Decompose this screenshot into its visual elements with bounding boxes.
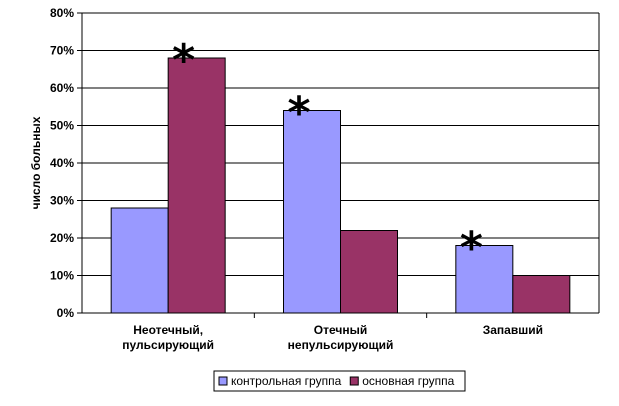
y-axis-title: число больных: [29, 116, 43, 209]
legend-box: [213, 370, 466, 392]
y-tick-label: 30%: [50, 194, 74, 208]
x-category-label: пульсирующий: [122, 338, 214, 352]
y-tick-label: 40%: [50, 156, 74, 170]
legend: контрольная группа основная группа: [213, 370, 466, 392]
x-category-label: Запавший: [483, 323, 543, 337]
y-tick-label: 60%: [50, 81, 74, 95]
y-tick-label: 10%: [50, 269, 74, 283]
significance-asterisk: *: [287, 88, 310, 139]
bar-main-0: [167, 57, 226, 314]
legend-label: основная группа: [362, 374, 454, 388]
legend-swatch: [349, 376, 359, 386]
y-tick-label: 20%: [50, 231, 74, 245]
y-tick-label: 80%: [50, 6, 74, 20]
bar-control-2: [455, 245, 514, 314]
label-layer: 0% 10% 20% 30% 40% 50% 60% 70% 80% Неотечный,пуль…: [29, 6, 543, 352]
bar-layer: [110, 57, 571, 314]
bar-control-1: [283, 110, 341, 314]
bar-main-1: [340, 230, 398, 314]
x-category-label: непульсирующий: [288, 338, 394, 352]
x-category-label: Неотечный,: [133, 323, 203, 337]
bar-main-2: [512, 275, 571, 314]
y-tick-label: 50%: [50, 119, 74, 133]
y-tick-label: 0%: [57, 306, 75, 320]
legend-label: контрольная группа: [231, 374, 342, 388]
significance-asterisk: *: [172, 35, 195, 86]
y-tick-label: 70%: [50, 44, 74, 58]
legend-swatch: [218, 376, 228, 386]
bar-control-0: [110, 207, 169, 314]
x-category-label: Отечный: [314, 323, 367, 337]
axis-layer: [77, 12, 600, 318]
significance-asterisk: *: [460, 223, 483, 274]
